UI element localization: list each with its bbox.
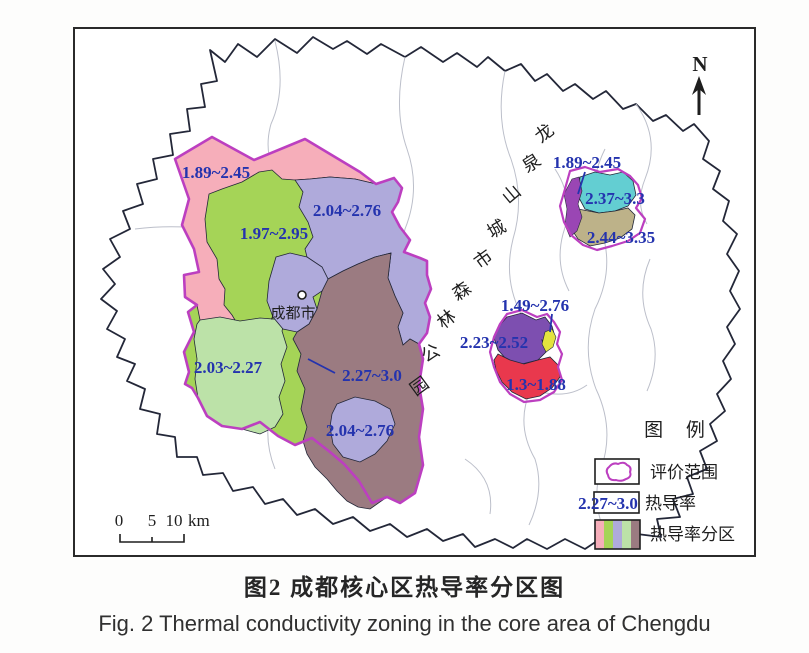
scale-unit: km: [188, 511, 210, 530]
zone-label-se-yellow: 1.49~2.76: [501, 296, 569, 315]
swatch-stripe-pink: [595, 520, 604, 549]
scale-5: 5: [148, 511, 157, 530]
city-marker: [297, 290, 307, 300]
leader-se-yellow: [549, 313, 553, 333]
zone-label-se-purple: 2.23~2.52: [460, 333, 528, 352]
city-label: 成都市: [270, 305, 315, 322]
scale-bar-line: [119, 534, 185, 543]
legend-scope-label: 评价范围: [650, 463, 718, 482]
scale-bar: 0 5 10 km: [115, 511, 210, 543]
caption-chinese: 图2 成都核心区热导率分区图: [243, 575, 566, 600]
swatch-stripe-lavender: [613, 520, 622, 549]
zone-value-labels: 1.89~2.45 2.04~2.76 1.97~2.95 2.03~2.27 …: [182, 153, 655, 440]
zone-pale-green: [193, 316, 288, 435]
zone-label-se-red: 1.3~1.88: [506, 375, 566, 394]
thermal-zoning-map: 成都市 龙 泉 山 城 市 森 林 公 园 1.89~2.45 2.04~2.7…: [100, 36, 741, 550]
zone-cyan: [577, 171, 637, 214]
zone-label-ne-cyan: 2.37~3.3: [585, 189, 645, 208]
zone-label-west-lavender-south: 2.04~2.76: [326, 421, 394, 440]
swatch-stripe-green: [604, 520, 613, 549]
zone-label-west-green: 1.97~2.95: [240, 224, 308, 243]
zone-label-west-pink: 1.89~2.45: [182, 163, 250, 182]
legend: 图 例 评价范围 2.27~3.0 热导率 热导率分区: [578, 419, 735, 550]
legend-conductivity-box: [593, 491, 640, 514]
caption-english: Fig. 2 Thermal conductivity zoning in th…: [98, 611, 711, 636]
evaluation-outline-se: [488, 308, 564, 404]
zone-label-ne-tan: 2.44~3.35: [587, 228, 655, 247]
legend-title: 图 例: [644, 419, 714, 441]
legend-conductivity-value: 2.27~3.0: [578, 494, 638, 513]
swatch-stripe-brown: [631, 520, 640, 549]
zone-city-lavender: [266, 252, 329, 333]
north-arrow-head: [692, 76, 706, 95]
legend-scope-blob: [605, 461, 632, 482]
evaluation-outline-west: [173, 135, 433, 505]
zone-label-west-pale-green: 2.03~2.27: [194, 358, 263, 377]
zone-yellow: [541, 328, 557, 353]
legend-zones-label: 热导率分区: [650, 525, 735, 544]
scale-10: 10: [166, 511, 183, 530]
north-label: N: [692, 52, 707, 76]
zone-red: [493, 353, 561, 400]
swatch-border: [594, 519, 641, 550]
legend-conductivity-label: 热导率: [645, 494, 696, 513]
legend-zones-swatch: [594, 519, 641, 550]
leader-ne-sliver: [577, 171, 586, 195]
evaluation-outline-ne: [558, 165, 647, 252]
zone-label-ne-sliver: 1.89~2.45: [553, 153, 621, 172]
zone-label-west-brown: 2.27~3.0: [342, 366, 402, 385]
north-arrow: N: [692, 52, 708, 115]
leader-lines: [307, 171, 586, 374]
map-frame: 成都市 龙 泉 山 城 市 森 林 公 园 1.89~2.45 2.04~2.7…: [73, 27, 756, 557]
zone-label-west-lavender: 2.04~2.76: [313, 201, 381, 220]
scale-0: 0: [115, 511, 124, 530]
leader-brown: [307, 358, 336, 374]
zone-lavender-south: [329, 396, 396, 463]
swatch-stripe-pale-green: [622, 520, 631, 549]
